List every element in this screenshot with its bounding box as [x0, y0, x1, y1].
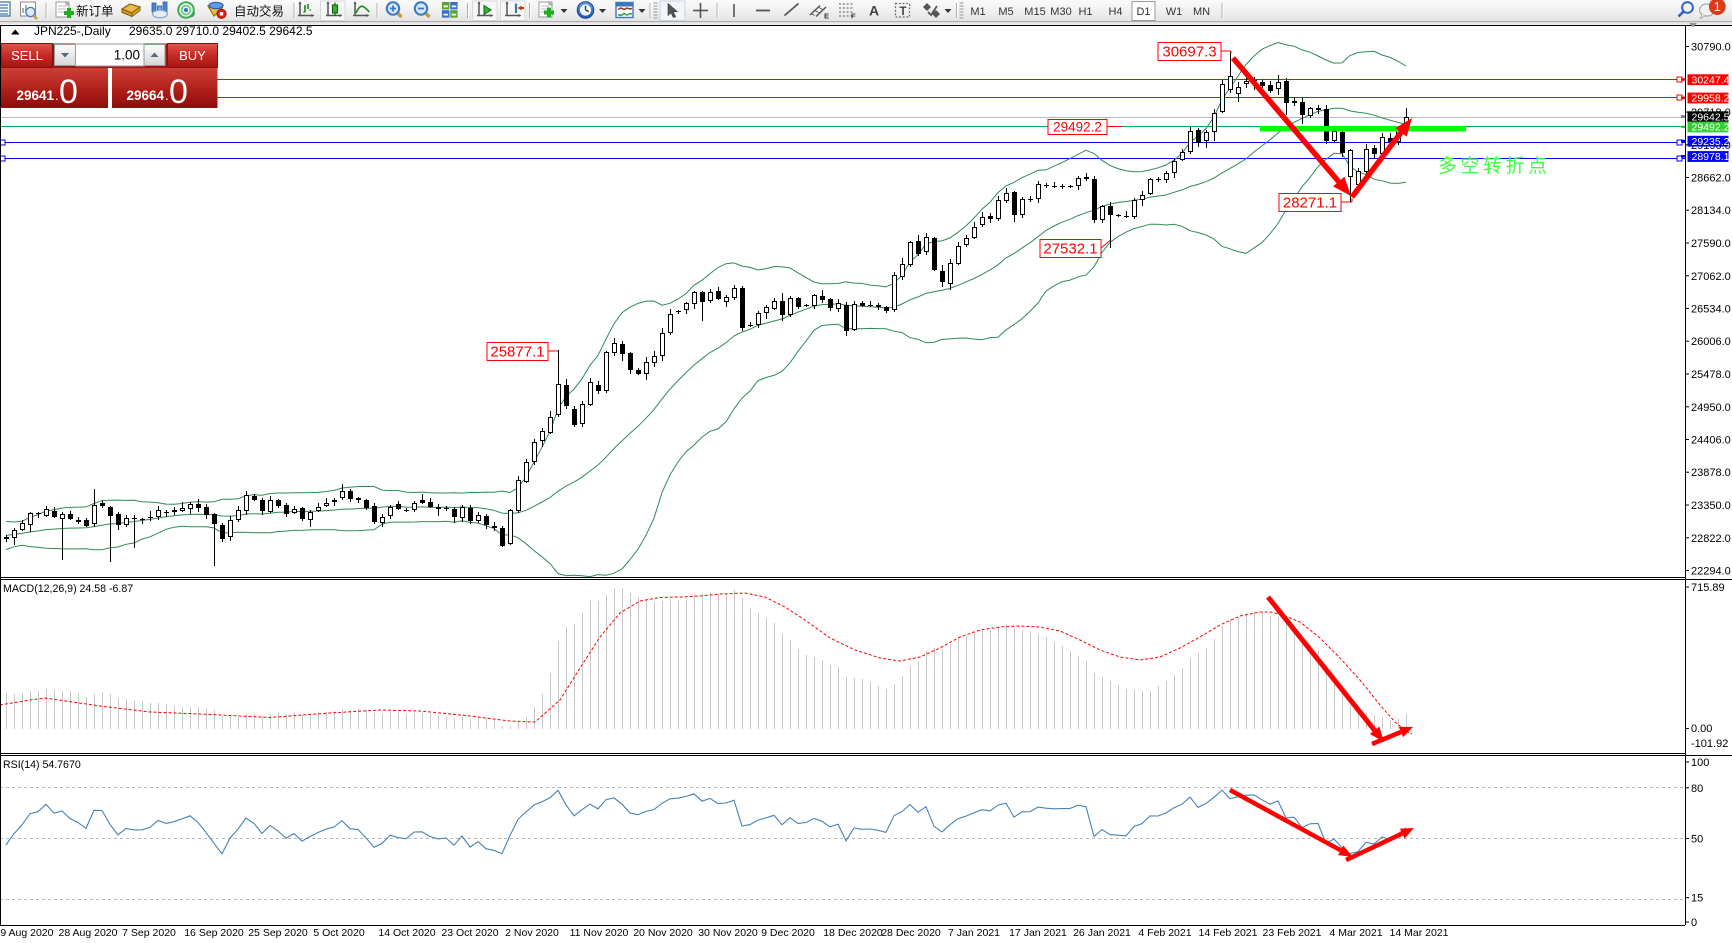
svg-text:RSI(14) 54.7670: RSI(14) 54.7670 [3, 759, 81, 771]
svg-text:29642.5: 29642.5 [1692, 111, 1730, 123]
svg-text:MN: MN [1193, 6, 1210, 18]
svg-text:50: 50 [1691, 834, 1703, 846]
svg-text:BUY: BUY [179, 48, 206, 63]
svg-text:29635.0 29710.0 29402.5 29642.: 29635.0 29710.0 29402.5 29642.5 [129, 24, 313, 38]
svg-text:7 Jan 2021: 7 Jan 2021 [948, 927, 1000, 939]
svg-text:28134.0: 28134.0 [1691, 205, 1731, 217]
svg-text:25478.0: 25478.0 [1691, 369, 1731, 381]
svg-text:29235.2: 29235.2 [1692, 136, 1730, 148]
svg-text:2 Nov 2020: 2 Nov 2020 [505, 927, 559, 939]
svg-text:F: F [851, 12, 856, 21]
svg-text:26534.0: 26534.0 [1691, 304, 1731, 316]
svg-text:27590.0: 27590.0 [1691, 238, 1731, 250]
svg-text:H4: H4 [1108, 6, 1122, 18]
svg-text:20 Nov 2020: 20 Nov 2020 [633, 927, 693, 939]
svg-text:19 Aug 2020: 19 Aug 2020 [0, 927, 54, 939]
svg-text:23 Feb 2021: 23 Feb 2021 [1263, 927, 1322, 939]
svg-text:5 Oct 2020: 5 Oct 2020 [313, 927, 365, 939]
svg-text:29492.2: 29492.2 [1053, 120, 1102, 135]
svg-text:E: E [824, 12, 829, 21]
svg-text:30247.4: 30247.4 [1692, 74, 1730, 86]
svg-text:28271.1: 28271.1 [1283, 195, 1337, 212]
svg-text:1: 1 [1714, 0, 1721, 14]
svg-text:W1: W1 [1166, 6, 1183, 18]
svg-text:4 Mar 2021: 4 Mar 2021 [1329, 927, 1382, 939]
svg-text:T: T [900, 6, 907, 18]
svg-text:29958.2: 29958.2 [1692, 93, 1730, 105]
svg-text:4 Feb 2021: 4 Feb 2021 [1138, 927, 1191, 939]
svg-text:M15: M15 [1024, 6, 1045, 18]
svg-text:29492.2: 29492.2 [1692, 122, 1730, 134]
svg-text:29641: 29641 [16, 88, 54, 103]
svg-text:.: . [165, 88, 169, 103]
svg-text:新订单: 新订单 [76, 4, 114, 19]
svg-text:.: . [55, 88, 59, 103]
svg-text:-101.92: -101.92 [1691, 738, 1728, 750]
svg-text:30 Nov 2020: 30 Nov 2020 [698, 927, 758, 939]
svg-text:16 Sep 2020: 16 Sep 2020 [184, 927, 244, 939]
svg-text:27532.1: 27532.1 [1043, 241, 1097, 258]
svg-text:0: 0 [1691, 917, 1697, 929]
svg-text:28662.0: 28662.0 [1691, 173, 1731, 185]
svg-text:自动交易: 自动交易 [234, 4, 284, 19]
svg-text:多空转折点: 多空转折点 [1438, 155, 1551, 177]
svg-text:M5: M5 [998, 6, 1013, 18]
svg-text:M1: M1 [970, 6, 985, 18]
svg-text:14 Oct 2020: 14 Oct 2020 [378, 927, 435, 939]
svg-text:14 Mar 2021: 14 Mar 2021 [1390, 927, 1449, 939]
svg-text:23878.0: 23878.0 [1691, 467, 1731, 479]
svg-text:27062.0: 27062.0 [1691, 271, 1731, 283]
svg-text:26006.0: 26006.0 [1691, 336, 1731, 348]
svg-text:JPN225-,Daily: JPN225-,Daily [34, 24, 111, 38]
svg-text:22294.0: 22294.0 [1691, 566, 1731, 578]
svg-text:17 Jan 2021: 17 Jan 2021 [1009, 927, 1067, 939]
svg-text:1.00: 1.00 [114, 48, 140, 63]
svg-text:9 Dec 2020: 9 Dec 2020 [761, 927, 815, 939]
svg-text:23 Oct 2020: 23 Oct 2020 [441, 927, 498, 939]
svg-text:29664: 29664 [126, 88, 164, 103]
svg-text:D1: D1 [1136, 6, 1150, 18]
svg-text:30790.0: 30790.0 [1691, 42, 1731, 54]
svg-text:MACD(12,26,9) 24.58 -6.87: MACD(12,26,9) 24.58 -6.87 [3, 583, 133, 595]
svg-text:H1: H1 [1078, 6, 1092, 18]
svg-text:14 Feb 2021: 14 Feb 2021 [1199, 927, 1258, 939]
svg-text:25 Sep 2020: 25 Sep 2020 [248, 927, 308, 939]
svg-text:18 Dec 2020: 18 Dec 2020 [823, 927, 883, 939]
svg-text:0.00: 0.00 [1691, 723, 1712, 735]
svg-text:M30: M30 [1050, 6, 1071, 18]
svg-text:24406.0: 24406.0 [1691, 435, 1731, 447]
svg-text:715.89: 715.89 [1691, 582, 1725, 594]
svg-text:28 Aug 2020: 28 Aug 2020 [59, 927, 118, 939]
svg-text:28 Dec 2020: 28 Dec 2020 [881, 927, 941, 939]
svg-text:24950.0: 24950.0 [1691, 402, 1731, 414]
svg-text:26 Jan 2021: 26 Jan 2021 [1073, 927, 1131, 939]
svg-text:80: 80 [1691, 783, 1703, 795]
svg-text:28978.1: 28978.1 [1692, 151, 1730, 163]
svg-text:100: 100 [1691, 757, 1709, 769]
svg-text:22822.0: 22822.0 [1691, 533, 1731, 545]
svg-text:15: 15 [1691, 893, 1703, 905]
svg-text:A: A [869, 3, 879, 19]
svg-text:23350.0: 23350.0 [1691, 500, 1731, 512]
svg-text:0: 0 [59, 73, 78, 111]
svg-text:11 Nov 2020: 11 Nov 2020 [570, 927, 629, 939]
svg-text:30697.3: 30697.3 [1162, 44, 1216, 61]
svg-text:0: 0 [169, 73, 188, 111]
svg-text:25877.1: 25877.1 [490, 344, 544, 361]
svg-text:7 Sep 2020: 7 Sep 2020 [122, 927, 176, 939]
svg-text:SELL: SELL [11, 48, 43, 63]
